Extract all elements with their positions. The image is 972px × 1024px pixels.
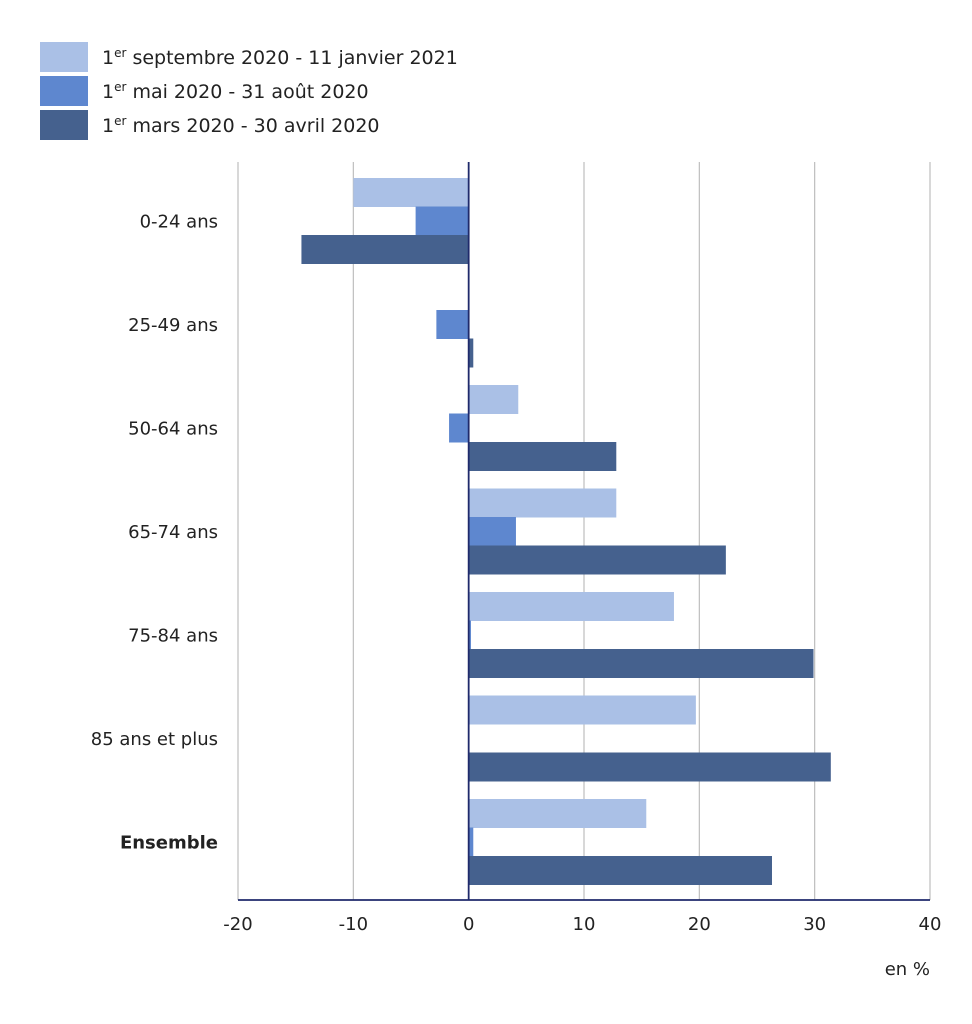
legend-item-series-3: 1er mars 2020 - 30 avril 2020 [40,110,380,140]
legend-swatch-series-1 [40,42,88,72]
bar [468,649,814,678]
axes [238,162,930,901]
x-tick-label: 10 [573,914,596,935]
x-tick-label: -10 [339,914,368,935]
bar [468,442,617,471]
bar [468,752,831,782]
x-axis-label: en % [885,959,930,980]
category-label: 65-74 ans [128,522,218,543]
x-tick-label: 20 [688,914,711,935]
bar [468,695,696,725]
legend-item-series-2: 1er mai 2020 - 31 août 2020 [40,76,369,106]
x-tick-label: 40 [919,914,942,935]
category-label: 25-49 ans [128,315,218,336]
bar [468,799,647,828]
legend-swatch-series-3 [40,110,88,140]
x-tick-label: 30 [803,914,826,935]
category-label: 50-64 ans [128,419,218,440]
x-tick-labels: -20 -10 0 10 20 30 40 [223,914,941,935]
bar [353,178,469,207]
bar [468,856,772,885]
bar [468,827,474,857]
legend-item-series-1: 1er septembre 2020 - 11 janvier 2021 [40,42,458,72]
legend-swatch-series-2 [40,76,88,106]
bar [449,413,469,443]
bars [301,178,831,885]
bar [301,235,469,264]
x-tick-label: 0 [463,914,474,935]
bar [468,385,519,414]
legend-label-series-2: 1er mai 2020 - 31 août 2020 [102,79,369,103]
bar [468,338,474,368]
category-labels: 0-24 ans 25-49 ans 50-64 ans 65-74 ans 75-84… [91,212,218,854]
bar [436,310,469,339]
gridlines [237,162,931,900]
category-label: 75-84 ans [128,626,218,647]
x-tick-label: -20 [223,914,252,935]
bar [468,620,471,650]
legend-label-series-3: 1er mars 2020 - 30 avril 2020 [102,113,380,137]
bar [468,488,617,518]
bar [468,592,674,621]
bar [468,517,516,546]
bar [468,545,726,575]
bar [415,206,469,236]
legend-label-series-1: 1er septembre 2020 - 11 janvier 2021 [102,45,458,69]
category-label: 85 ans et plus [91,729,218,750]
category-label: Ensemble [120,833,218,854]
category-label: 0-24 ans [140,212,218,233]
